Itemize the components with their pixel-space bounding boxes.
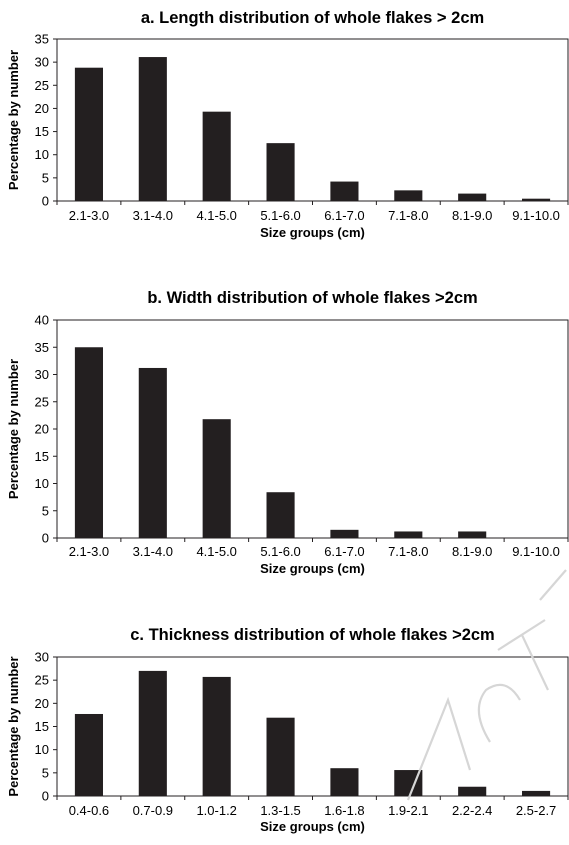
y-tick-label: 15 bbox=[35, 449, 49, 464]
chart-title: a. Length distribution of whole flakes >… bbox=[141, 9, 484, 27]
y-tick-label: 0 bbox=[42, 194, 49, 209]
x-tick-label: 8.1-9.0 bbox=[452, 544, 492, 559]
chart-title: c. Thickness distribution of whole flake… bbox=[130, 626, 494, 644]
bar bbox=[394, 190, 423, 201]
y-axis-label: Percentage by number bbox=[6, 359, 21, 499]
x-tick-label: 4.1-5.0 bbox=[196, 208, 236, 223]
y-tick-label: 15 bbox=[35, 719, 49, 734]
bar-chart-3: c. Thickness distribution of whole flake… bbox=[6, 626, 569, 834]
y-tick-label: 25 bbox=[35, 673, 49, 688]
x-tick-label: 3.1-4.0 bbox=[133, 208, 173, 223]
y-tick-label: 35 bbox=[35, 32, 49, 47]
bar bbox=[458, 531, 487, 538]
x-tick-label: 5.1-6.0 bbox=[260, 208, 300, 223]
bar bbox=[266, 717, 295, 796]
bar bbox=[330, 529, 359, 538]
y-tick-label: 25 bbox=[35, 394, 49, 409]
x-tick-label: 8.1-9.0 bbox=[452, 208, 492, 223]
y-tick-label: 10 bbox=[35, 742, 49, 757]
plot-frame bbox=[56, 319, 569, 539]
y-tick-label: 30 bbox=[35, 367, 49, 382]
bar bbox=[138, 670, 167, 796]
y-tick-label: 20 bbox=[35, 101, 49, 116]
x-tick-label: 1.3-1.5 bbox=[260, 803, 300, 818]
x-tick-label: 0.7-0.9 bbox=[133, 803, 173, 818]
x-tick-label: 0.4-0.6 bbox=[69, 803, 109, 818]
y-tick-label: 5 bbox=[42, 503, 49, 518]
bar bbox=[74, 67, 103, 201]
y-axis-label: Percentage by number bbox=[6, 50, 21, 190]
bar bbox=[202, 111, 231, 201]
x-tick-label: 3.1-4.0 bbox=[133, 544, 173, 559]
y-tick-label: 25 bbox=[35, 78, 49, 93]
x-tick-label: 9.1-10.0 bbox=[512, 208, 560, 223]
bar bbox=[138, 57, 167, 202]
x-tick-label: 1.6-1.8 bbox=[324, 803, 364, 818]
x-tick-label: 2.1-3.0 bbox=[69, 544, 109, 559]
y-tick-label: 5 bbox=[42, 765, 49, 780]
x-axis-label: Size groups (cm) bbox=[260, 819, 365, 834]
x-axis-label: Size groups (cm) bbox=[260, 225, 365, 240]
x-tick-label: 7.1-8.0 bbox=[388, 544, 428, 559]
x-tick-label: 5.1-6.0 bbox=[260, 544, 300, 559]
y-tick-label: 35 bbox=[35, 340, 49, 355]
x-tick-label: 6.1-7.0 bbox=[324, 544, 364, 559]
bar bbox=[458, 193, 487, 201]
x-tick-label: 1.0-1.2 bbox=[196, 803, 236, 818]
bar bbox=[330, 768, 359, 796]
bar bbox=[202, 419, 231, 538]
bar bbox=[74, 713, 103, 796]
y-tick-label: 20 bbox=[35, 422, 49, 437]
plot-frame bbox=[56, 38, 569, 202]
bar bbox=[138, 367, 167, 538]
x-tick-label: 6.1-7.0 bbox=[324, 208, 364, 223]
bar bbox=[522, 790, 551, 796]
bar bbox=[266, 143, 295, 201]
x-tick-label: 7.1-8.0 bbox=[388, 208, 428, 223]
y-tick-label: 10 bbox=[35, 147, 49, 162]
bar bbox=[202, 676, 231, 796]
bar bbox=[522, 198, 551, 201]
bar bbox=[394, 531, 423, 538]
y-tick-label: 0 bbox=[42, 531, 49, 546]
y-tick-label: 0 bbox=[42, 789, 49, 804]
chart-title: b. Width distribution of whole flakes >2… bbox=[147, 289, 477, 307]
x-axis-label: Size groups (cm) bbox=[260, 561, 365, 576]
y-tick-label: 20 bbox=[35, 696, 49, 711]
y-tick-label: 10 bbox=[35, 476, 49, 491]
x-tick-label: 9.1-10.0 bbox=[512, 544, 560, 559]
bar-chart-2: b. Width distribution of whole flakes >2… bbox=[6, 289, 569, 576]
plot-frame bbox=[56, 656, 569, 797]
x-tick-label: 4.1-5.0 bbox=[196, 544, 236, 559]
bar bbox=[394, 770, 423, 796]
bar-chart-1: a. Length distribution of whole flakes >… bbox=[6, 9, 569, 240]
y-tick-label: 5 bbox=[42, 170, 49, 185]
x-tick-label: 1.9-2.1 bbox=[388, 803, 428, 818]
y-tick-label: 30 bbox=[35, 650, 49, 665]
y-tick-label: 15 bbox=[35, 124, 49, 139]
bar bbox=[74, 347, 103, 538]
bar bbox=[266, 492, 295, 538]
x-tick-label: 2.5-2.7 bbox=[516, 803, 556, 818]
x-tick-label: 2.1-3.0 bbox=[69, 208, 109, 223]
bar bbox=[458, 786, 487, 796]
x-tick-label: 2.2-2.4 bbox=[452, 803, 492, 818]
y-axis-label: Percentage by number bbox=[6, 656, 21, 796]
bar bbox=[330, 181, 359, 201]
y-tick-label: 40 bbox=[35, 313, 49, 328]
y-tick-label: 30 bbox=[35, 55, 49, 70]
